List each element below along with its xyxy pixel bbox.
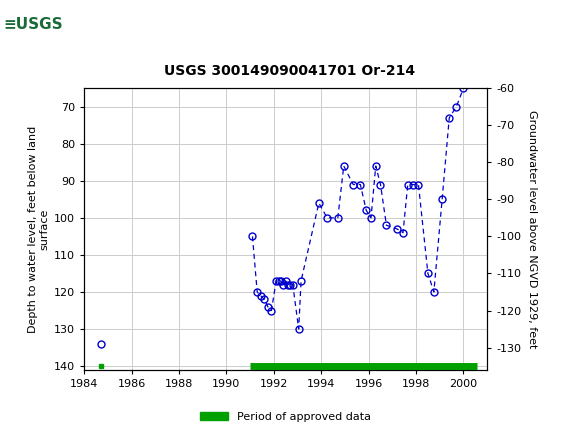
- Y-axis label: Groundwater level above NGVD 1929, feet: Groundwater level above NGVD 1929, feet: [527, 110, 537, 348]
- Y-axis label: Depth to water level, feet below land
surface: Depth to water level, feet below land su…: [28, 126, 50, 332]
- Text: USGS 300149090041701 Or-214: USGS 300149090041701 Or-214: [165, 64, 415, 78]
- Text: ≡USGS: ≡USGS: [3, 17, 63, 32]
- FancyBboxPatch shape: [3, 4, 78, 46]
- Legend: Period of approved data: Period of approved data: [196, 407, 375, 426]
